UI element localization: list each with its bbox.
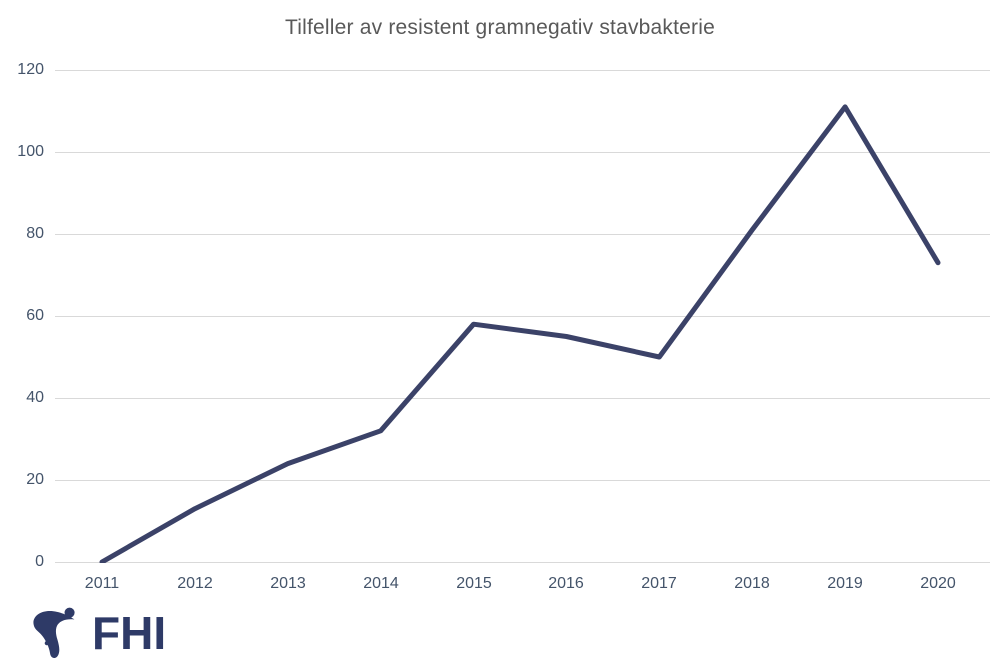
line-series [99,104,941,563]
plot-area [55,70,990,563]
fhi-logo: FHI [28,604,166,662]
x-tick-label: 2017 [641,575,677,592]
y-tick-label: 0 [35,553,44,570]
x-tick-label: 2018 [734,575,770,592]
y-tick-label: 20 [26,471,44,488]
fhi-figure [33,607,75,659]
x-tick-label: 2019 [827,575,863,592]
y-tick-label: 100 [17,143,44,160]
x-tick-label: 2016 [548,575,584,592]
y-tick-label: 40 [26,389,44,406]
x-tick-label: 2014 [363,575,399,592]
y-tick-label: 80 [26,225,44,242]
x-tick-label: 2020 [920,575,956,592]
y-tick-label: 60 [26,307,44,324]
x-tick-label: 2012 [177,575,213,592]
fhi-logo-text: FHI [92,607,167,659]
chart-title: Tilfeller av resistent gramnegativ stavb… [285,16,715,39]
y-tick-label: 120 [17,61,44,78]
x-tick-label: 2015 [456,575,492,592]
x-tick-label: 2011 [84,575,120,592]
fhi-figure-mark-icon [33,607,75,659]
x-tick-label: 2013 [270,575,306,592]
